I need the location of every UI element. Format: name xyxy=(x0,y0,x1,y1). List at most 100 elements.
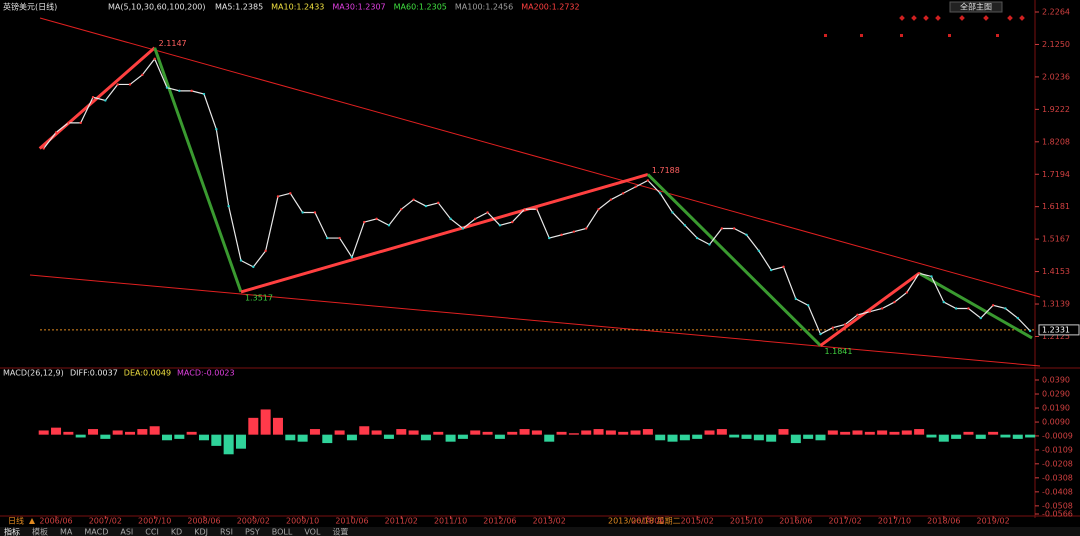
price-point xyxy=(91,96,95,99)
macd-bar xyxy=(1025,434,1036,438)
macd-bar xyxy=(75,434,86,438)
macd-bar xyxy=(272,417,283,435)
price-point xyxy=(375,217,378,221)
macd-bar xyxy=(445,434,456,442)
price-point xyxy=(880,307,884,310)
price-point xyxy=(597,208,600,211)
current-price-label: 1.2331 xyxy=(1042,325,1070,334)
price-point xyxy=(893,300,896,304)
toolbar-tab[interactable]: BOLL xyxy=(272,528,293,536)
price-point xyxy=(104,99,107,102)
toolbar-tab[interactable]: CCI xyxy=(145,528,159,536)
price-point xyxy=(1016,316,1019,320)
price-point xyxy=(128,83,132,86)
macd-bar xyxy=(359,426,370,435)
toolbar-tab[interactable]: KD xyxy=(171,528,182,536)
toolbar-tab[interactable]: MACD xyxy=(84,528,108,536)
toolbar-tab[interactable]: PSY xyxy=(245,528,260,536)
macd-bar xyxy=(914,429,925,435)
x-tick-label: 2015/02 xyxy=(681,517,714,526)
price-point xyxy=(979,316,982,320)
macd-bar xyxy=(88,429,99,435)
toolbar-tab[interactable]: 设置 xyxy=(332,527,348,536)
macd-bar xyxy=(827,430,838,435)
toolbar-tab[interactable]: 模板 xyxy=(32,527,48,536)
macd-bar xyxy=(988,431,999,435)
price-point xyxy=(178,89,181,93)
cursor-date: 2013/06/18 星期二 xyxy=(608,517,681,526)
y-tick-label: -0.0208 xyxy=(1042,459,1073,468)
macd-bar xyxy=(371,430,382,435)
price-point xyxy=(535,208,539,211)
macd-bar xyxy=(507,431,518,435)
toolbar-tab[interactable]: ASI xyxy=(120,528,133,536)
price-point xyxy=(806,304,810,307)
macd-bar xyxy=(790,434,801,444)
period-arrow[interactable] xyxy=(29,518,35,524)
y-tick-label: 1.5167 xyxy=(1042,235,1070,244)
price-point xyxy=(289,192,292,195)
price-point xyxy=(42,147,45,150)
macd-bar xyxy=(852,430,863,435)
macd-bar xyxy=(408,430,419,435)
macd-bar xyxy=(494,434,505,439)
price-point xyxy=(338,236,341,240)
toolbar-tab[interactable]: MA xyxy=(60,528,73,536)
toolbar-tab[interactable]: RSI xyxy=(220,528,233,536)
price-point xyxy=(745,233,748,237)
macd-bar xyxy=(655,434,666,441)
macd-bar xyxy=(38,430,49,435)
toolbar-tab[interactable]: KDJ xyxy=(194,528,208,536)
macd-bar xyxy=(618,431,629,435)
price-point xyxy=(412,198,415,201)
x-tick-label: 2011/10 xyxy=(434,517,467,526)
price-point xyxy=(498,224,502,227)
price-point xyxy=(449,217,452,221)
trend-line xyxy=(39,17,1041,298)
button-label: 全部主图 xyxy=(960,2,992,12)
price-point xyxy=(461,227,465,230)
price-point xyxy=(227,204,230,208)
macd-bar xyxy=(149,426,160,435)
x-tick-label: 2009/02 xyxy=(237,517,270,526)
price-point xyxy=(141,73,144,77)
y-tick-label: 2.2264 xyxy=(1042,8,1070,17)
x-tick-label: 2018/06 xyxy=(927,517,960,526)
x-tick-label: 2014/06 xyxy=(631,517,664,526)
toolbar-tab[interactable]: 指标 xyxy=(4,527,20,536)
trend-arrow xyxy=(918,271,1033,340)
toolbar-tab[interactable]: VOL xyxy=(304,528,321,536)
macd-bar xyxy=(346,434,357,441)
x-tick-label: 2015/10 xyxy=(730,517,763,526)
price-point xyxy=(54,131,58,134)
macd-bar xyxy=(704,430,715,435)
x-tick-label: 2009/10 xyxy=(286,517,319,526)
price-point xyxy=(350,256,354,259)
macd-bar xyxy=(51,427,62,435)
macd-value: MACD:-0.0023 xyxy=(177,369,235,378)
price-point xyxy=(991,304,995,307)
main-chart-button[interactable] xyxy=(949,1,1003,13)
price-point xyxy=(757,249,761,253)
macd-bar xyxy=(692,434,703,439)
x-tick-label: 2006/06 xyxy=(39,517,72,526)
price-point xyxy=(671,211,674,214)
y-tick-label: -0.0009 xyxy=(1042,431,1073,440)
price-point xyxy=(387,224,391,227)
macd-bar xyxy=(470,430,481,435)
price-point xyxy=(67,121,70,125)
macd-bar xyxy=(334,430,345,435)
annotation: 1.7188 xyxy=(652,166,680,175)
price-point xyxy=(634,185,637,189)
macd-bar xyxy=(482,431,493,435)
macd-bar xyxy=(975,434,986,439)
macd-bar xyxy=(840,431,851,435)
y-tick-label: -0.0408 xyxy=(1042,487,1073,496)
macd-bar xyxy=(568,433,579,435)
ma-value: MA60:1.2305 xyxy=(394,3,447,12)
price-point xyxy=(708,243,711,246)
macd-bar xyxy=(186,431,197,435)
macd-bar xyxy=(951,434,962,439)
macd-bar xyxy=(383,434,394,439)
macd-bar xyxy=(544,434,555,442)
